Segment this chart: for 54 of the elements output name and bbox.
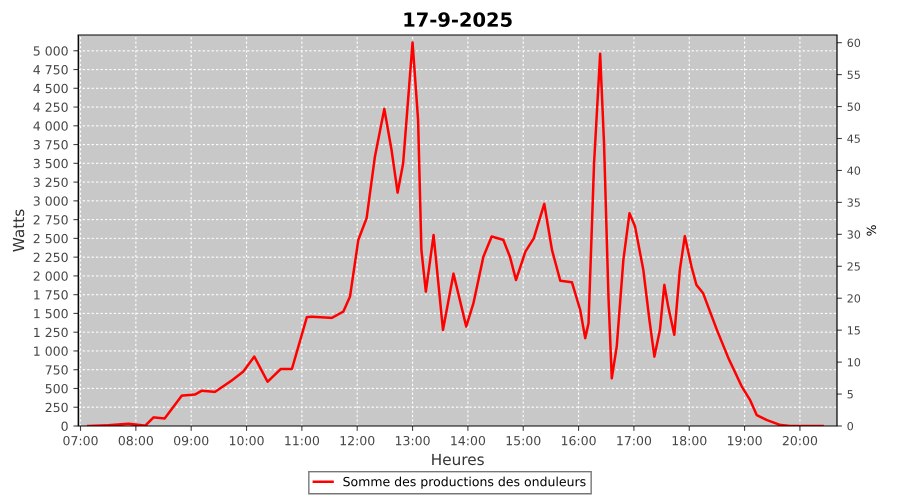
x-tick-label: 14:00	[451, 436, 486, 446]
y-tick-label: 5 000	[34, 46, 68, 56]
y2-tick-label: 10	[848, 358, 860, 366]
y-tick-label: 500	[46, 384, 68, 394]
y-axis-title: Watts	[12, 210, 24, 252]
y-tick-label: 4 500	[33, 84, 68, 94]
x-tick-label: 19:00	[728, 436, 762, 446]
y-tick-label: 4 750	[33, 64, 68, 74]
legend-label: Somme des productions des onduleurs	[343, 476, 586, 489]
x-tick-label: 15:00	[506, 436, 540, 446]
y2-tick-label: 0	[847, 422, 854, 430]
y2-tick-label: 55	[848, 70, 860, 79]
y-tick-label: 1 250	[34, 328, 68, 338]
y-tick-label: 2 500	[34, 234, 68, 244]
x-tick-label: 18:00	[672, 436, 706, 446]
y-tick-label: 3 250	[34, 178, 68, 188]
x-tick-label: 08:00	[118, 436, 154, 446]
y-tick-label: 1 750	[34, 290, 68, 300]
y-tick-label: 2 750	[34, 215, 68, 225]
y-tick-label: 250	[46, 402, 68, 412]
x-tick-label: 20:00	[782, 436, 818, 446]
chart-title: 17-9-2025	[404, 12, 512, 27]
x-tick-label: 13:00	[396, 436, 430, 446]
y-tick-label: 1 500	[34, 308, 68, 318]
y-tick-label: 2 000	[34, 271, 68, 281]
y-tick-label: 0	[61, 421, 68, 431]
y-tick-label: 2 250	[34, 252, 68, 262]
x-tick-label: 12:00	[340, 436, 374, 446]
y-tick-label: 3 750	[34, 140, 68, 150]
y2-tick-label: 35	[848, 198, 860, 207]
x-tick-label: 11:00	[285, 436, 320, 446]
x-tick-label: 09:00	[174, 436, 208, 446]
y-tick-label: 4 000	[33, 121, 68, 131]
y2-tick-label: 30	[848, 230, 860, 239]
y2-tick-label: 45	[847, 134, 860, 143]
y2-tick-label: 40	[847, 166, 860, 175]
x-tick-label: 16:00	[562, 436, 596, 446]
x-tick-label: 17:00	[617, 436, 652, 446]
y-tick-label: 1 000	[34, 346, 68, 356]
line-series	[87, 41, 824, 426]
y2-tick-label: 15	[848, 326, 860, 335]
y-tick-label: 3 000	[34, 196, 68, 206]
y2-tick-label: 60	[848, 38, 860, 48]
x-axis-title: Heures	[432, 454, 484, 466]
y2-tick-label: 20	[848, 294, 860, 303]
x-tick-label: 07:00	[63, 436, 98, 446]
y2-tick-label: 50	[848, 102, 860, 111]
y2-tick-label: 25	[848, 262, 860, 271]
y2-tick-label: 5	[848, 390, 853, 398]
y-tick-label: 750	[46, 365, 68, 375]
y-tick-label: 3 500	[34, 158, 68, 168]
x-tick-label: 10:00	[230, 436, 264, 446]
y2-axis-title: %	[866, 225, 876, 236]
y-tick-label: 4 250	[33, 102, 68, 112]
